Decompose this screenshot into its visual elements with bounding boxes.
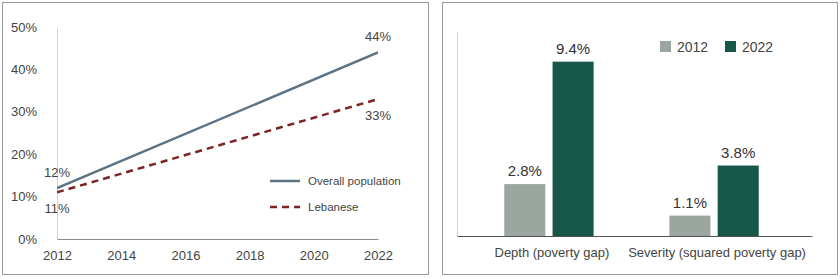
plot-area — [57, 52, 378, 192]
bar-panel: Depth (poverty gap) Severity (squared pov… — [443, 3, 838, 275]
y-tick: 0% — [18, 232, 57, 247]
axis-line — [457, 33, 458, 237]
y-tick-label: 30% — [11, 104, 37, 119]
axis-line — [58, 239, 379, 240]
x-tick-label: 2018 — [236, 248, 265, 263]
x-axis: 2012 2014 2016 2018 2020 2022 — [43, 239, 393, 263]
bar — [669, 216, 710, 236]
y-tick: 40% — [11, 62, 57, 77]
data-label: 9.4% — [556, 40, 590, 57]
y-axis — [457, 33, 458, 237]
data-label: 1.1% — [673, 194, 707, 211]
x-tick-label: 2020 — [300, 248, 329, 263]
axis-line — [458, 236, 813, 237]
bar — [553, 62, 594, 236]
x-tick: 2020 — [300, 239, 329, 263]
series-line — [57, 52, 378, 188]
legend-swatch — [660, 41, 671, 52]
y-tick-label: 50% — [11, 20, 37, 35]
x-tick: 2012 — [43, 239, 72, 263]
x-tick-label: 2012 — [43, 248, 72, 263]
legend: Overall population Lebanese — [270, 175, 401, 213]
x-tick-label: Severity (squared poverty gap) — [628, 245, 806, 260]
x-axis: Depth (poverty gap) Severity (squared pov… — [458, 236, 813, 260]
y-tick-label: 40% — [11, 62, 37, 77]
legend-swatch — [270, 180, 300, 183]
legend-label: Overall population — [308, 175, 401, 187]
panel-frame — [443, 3, 838, 275]
legend-swatch — [270, 206, 300, 209]
y-tick-label: 10% — [11, 189, 37, 204]
bars — [504, 62, 758, 236]
x-tick: 2016 — [171, 239, 200, 263]
data-label: 11% — [44, 201, 69, 216]
bar — [718, 166, 759, 236]
data-label: 33% — [365, 108, 391, 123]
line-panel: 0% 10% 20% 30% 40% 50% 2012 2014 2016 2018 2020 202… — [3, 3, 429, 275]
legend-label: 2012 — [677, 39, 708, 55]
x-tick: 2014 — [107, 239, 136, 263]
data-label: 3.8% — [721, 144, 755, 161]
data-label: 44% — [365, 29, 391, 44]
x-tick: Severity (squared poverty gap) — [628, 236, 806, 260]
x-tick-label: Depth (poverty gap) — [494, 245, 609, 260]
x-tick-label: 2016 — [171, 248, 200, 263]
legend: 2012 2022 — [660, 39, 773, 55]
y-tick: 20% — [11, 147, 57, 162]
y-tick-label: 20% — [11, 147, 37, 162]
y-tick: 30% — [11, 104, 57, 119]
y-tick: 50% — [11, 20, 57, 35]
chart-canvas: 0% 10% 20% 30% 40% 50% 2012 2014 2016 2018 2020 202… — [0, 0, 840, 278]
data-label: 12% — [44, 165, 70, 180]
y-tick-label: 0% — [18, 232, 37, 247]
legend-swatch — [725, 41, 736, 52]
legend-label: 2022 — [742, 39, 773, 55]
bar — [504, 184, 545, 236]
x-tick: 2018 — [236, 239, 265, 263]
data-label: 2.8% — [508, 162, 542, 179]
panel-frame — [3, 3, 429, 275]
x-tick-label: 2014 — [107, 248, 136, 263]
data-labels: 12% 44% 11% 33% — [44, 29, 391, 216]
legend-label: Lebanese — [308, 201, 359, 213]
x-tick: Depth (poverty gap) — [494, 236, 609, 260]
series-group — [57, 52, 378, 192]
plot-area — [504, 62, 758, 236]
x-tick: 2022 — [364, 239, 393, 263]
x-tick-label: 2022 — [364, 248, 393, 263]
series-line — [57, 99, 378, 192]
